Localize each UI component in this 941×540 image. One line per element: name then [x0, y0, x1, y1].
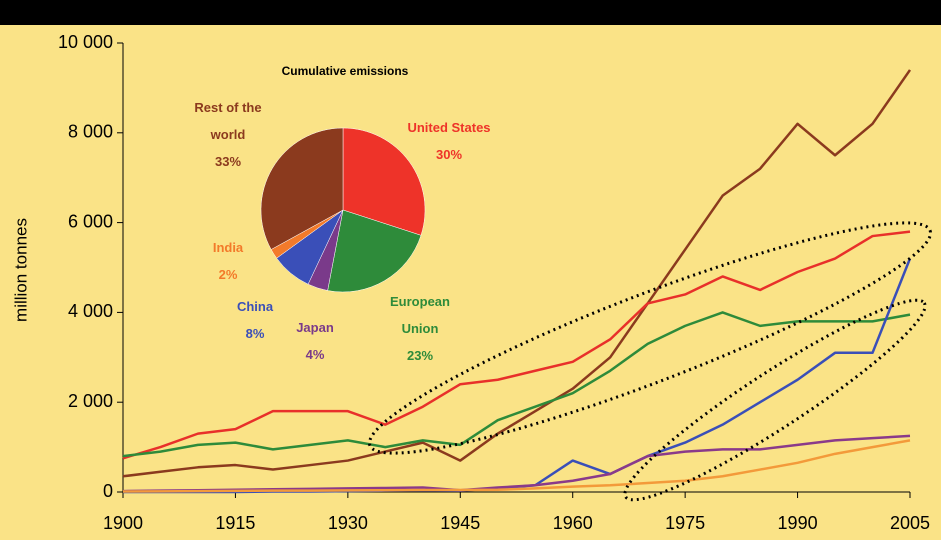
y-tick-label: 2 000 — [68, 391, 113, 411]
pie-category: India — [212, 240, 244, 255]
x-tick-label: 1915 — [215, 513, 255, 533]
highlight-ellipse — [623, 298, 927, 502]
pie-category: United States — [407, 120, 491, 135]
x-tick-label: 1900 — [103, 513, 143, 533]
pie-slice — [260, 127, 344, 250]
y-tick-label: 0 — [103, 481, 113, 501]
pie-label: China 8% — [225, 293, 285, 347]
pie-label: United States 30% — [389, 114, 509, 168]
pie-title: Cumulative emissions — [282, 64, 409, 78]
line-series — [122, 439, 911, 493]
pie-value: 23% — [406, 348, 434, 363]
y-axis-label: million tonnes — [11, 218, 30, 322]
pie-slice — [342, 127, 426, 236]
x-tick-label: 1990 — [778, 513, 818, 533]
pie-label: Japan 4% — [285, 314, 345, 368]
pie-value: 2% — [218, 267, 238, 282]
line-series — [122, 69, 912, 478]
x-tick-label: 1945 — [440, 513, 480, 533]
line-series — [122, 311, 911, 458]
pie-value: 4% — [305, 347, 325, 362]
y-tick-label: 6 000 — [68, 211, 113, 231]
pie-value: 30% — [435, 147, 463, 162]
pie-label: India 2% — [198, 234, 258, 288]
pie-category: European Union — [390, 294, 450, 336]
y-tick-label: 10 000 — [58, 32, 113, 52]
pie-category: Rest of the world — [194, 100, 262, 142]
pie-category: China — [236, 299, 274, 314]
y-tick-label: 8 000 — [68, 122, 113, 142]
highlight-ellipse — [367, 221, 933, 455]
line-series — [122, 230, 911, 460]
x-tick-label: 1930 — [328, 513, 368, 533]
x-tick-label: 2005 — [890, 513, 930, 533]
x-tick-label: 1960 — [553, 513, 593, 533]
pie-slice — [327, 209, 422, 293]
y-tick-label: 4 000 — [68, 301, 113, 321]
pie-label: European Union 23% — [380, 288, 460, 369]
x-tick-label: 1975 — [665, 513, 705, 533]
pie-category: Japan — [296, 320, 334, 335]
pie-value: 8% — [245, 326, 265, 341]
pie-value: 33% — [214, 154, 242, 169]
pie-label: Rest of the world 33% — [178, 94, 278, 175]
top-band — [0, 0, 941, 25]
